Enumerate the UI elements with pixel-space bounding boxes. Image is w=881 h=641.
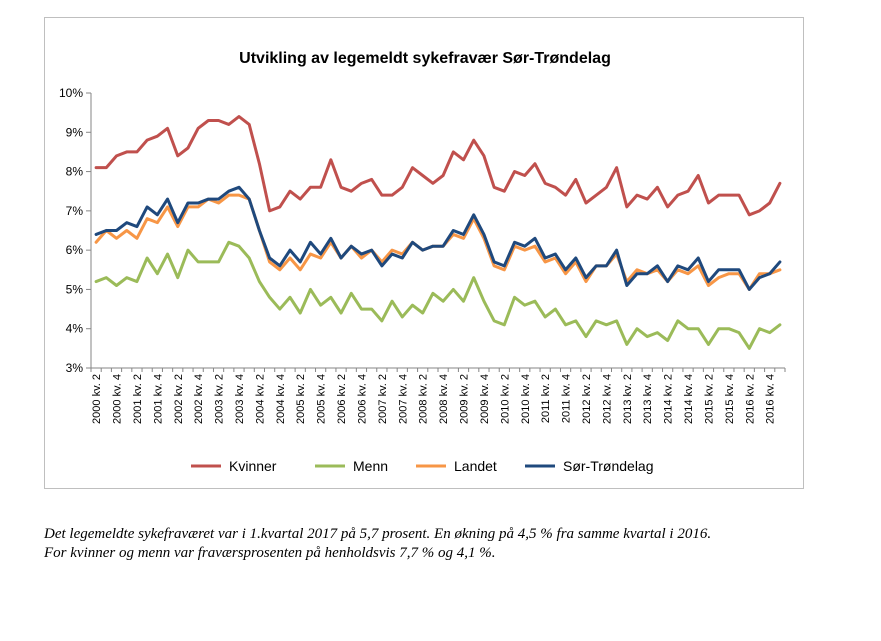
x-tick-label: 2008 kv. 4 xyxy=(438,374,450,424)
x-tick-label: 2005 kv. 4 xyxy=(316,374,328,424)
x-tick-label: 2001 kv. 4 xyxy=(152,374,164,424)
x-tick-label: 2015 kv. 4 xyxy=(724,374,736,424)
x-tick-label: 2009 kv. 4 xyxy=(479,374,491,424)
y-tick-label: 8% xyxy=(66,165,84,179)
x-tick-label: 2003 kv. 4 xyxy=(234,374,246,424)
x-tick-label: 2016 kv. 2 xyxy=(744,374,756,424)
x-tick-label: 2011 kv. 2 xyxy=(540,374,552,423)
chart-title: Utvikling av legemeldt sykefravær Sør-Tr… xyxy=(239,50,611,67)
x-tick-label: 2014 kv. 4 xyxy=(683,374,695,424)
series-line-kvinner xyxy=(94,115,782,217)
y-tick-label: 4% xyxy=(66,322,84,336)
y-tick-label: 6% xyxy=(66,243,84,257)
axes: 3% 4% 5% 6% 7% 8% 9% 10% 2000 kv. 2 2000 kv. 4 200… xyxy=(59,86,786,424)
y-tick-label: 9% xyxy=(66,125,84,139)
x-tick-label: 2014 kv. 2 xyxy=(663,374,675,424)
x-tick-label: 2006 kv. 4 xyxy=(356,374,368,424)
x-tick-label: 2002 kv. 4 xyxy=(193,374,205,424)
x-tick-label: 2013 kv. 4 xyxy=(642,374,654,424)
x-tick-label: 2015 kv. 2 xyxy=(703,374,715,424)
x-tick-label: 2000 kv. 2 xyxy=(91,374,103,424)
x-tick-label: 2004 kv. 4 xyxy=(275,374,287,424)
series-lines xyxy=(94,115,782,350)
x-tick-label: 2013 kv. 2 xyxy=(622,374,634,424)
y-tick-label: 7% xyxy=(66,204,84,218)
x-tick-label: 2007 kv. 4 xyxy=(397,374,409,424)
line-chart: Utvikling av legemeldt sykefravær Sør-Tr… xyxy=(59,50,786,474)
x-tick-label: 2002 kv. 2 xyxy=(173,374,185,424)
legend-label: Kvinner xyxy=(229,458,277,474)
y-tick-label: 3% xyxy=(66,361,84,375)
x-tick-label: 2012 kv. 2 xyxy=(581,374,593,424)
series-line-menn xyxy=(94,240,782,350)
legend-label: Landet xyxy=(454,458,497,474)
x-tick-label: 2010 kv. 4 xyxy=(520,374,532,424)
series-line-s-r-tr-ndelag xyxy=(94,185,782,291)
x-tick-label: 2009 kv. 2 xyxy=(459,374,471,424)
x-tick-label: 2003 kv. 2 xyxy=(214,374,226,424)
x-tick-label: 2016 kv. 4 xyxy=(765,374,777,424)
legend-label: Sør-Trøndelag xyxy=(563,458,654,474)
legend-label: Menn xyxy=(353,458,388,474)
x-tick-label: 2006 kv. 2 xyxy=(336,374,348,424)
series-line-landet xyxy=(94,193,782,291)
x-tick-label: 2005 kv. 2 xyxy=(295,374,307,424)
x-tick-label: 2012 kv. 4 xyxy=(601,374,613,424)
caption-line-1: Det legemeldte sykefraværet var i 1.kvar… xyxy=(44,526,712,542)
x-tick-label: 2010 kv. 2 xyxy=(499,374,511,424)
x-tick-label: 2000 kv. 4 xyxy=(112,374,124,424)
x-tick-label: 2004 kv. 2 xyxy=(254,374,266,424)
legend: Kvinner Menn Landet Sør-Trøndelag xyxy=(191,458,654,474)
caption-line-2: For kvinner og menn var fraværsprosenten… xyxy=(44,545,496,561)
y-tick-label: 5% xyxy=(66,282,84,296)
x-tick-label: 2011 kv. 4 xyxy=(561,374,573,423)
x-tick-label: 2001 kv. 2 xyxy=(132,374,144,424)
chart-frame: Utvikling av legemeldt sykefravær Sør-Tr… xyxy=(44,17,804,489)
caption: Det legemeldte sykefraværet var i 1.kvar… xyxy=(44,525,844,563)
y-tick-label: 10% xyxy=(59,86,83,100)
x-tick-label: 2008 kv. 2 xyxy=(418,374,430,424)
x-tick-label: 2007 kv. 2 xyxy=(377,374,389,424)
